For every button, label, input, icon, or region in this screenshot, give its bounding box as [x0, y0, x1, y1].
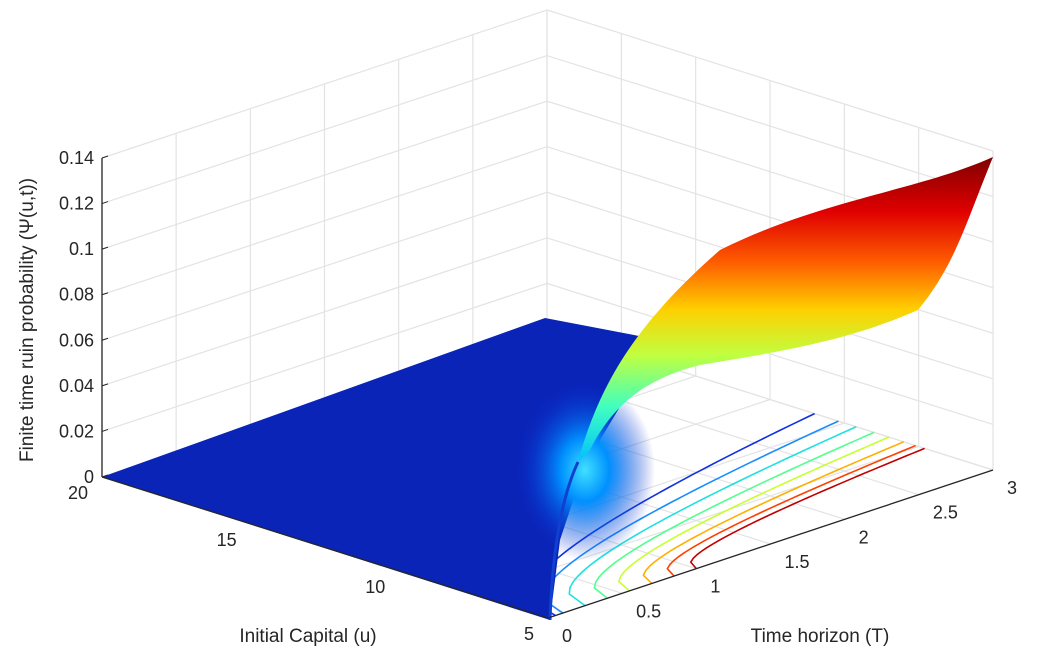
y-tick-label: 0.5 — [636, 601, 661, 621]
z-tick-mark — [101, 155, 109, 159]
surface-transition-glow — [515, 380, 655, 560]
contour-line — [642, 441, 905, 585]
contour-line — [593, 431, 875, 599]
axis-lines — [101, 158, 994, 619]
contour-line — [617, 436, 890, 592]
z-tick-label: 0.14 — [59, 148, 94, 168]
y-tick-label: 1.5 — [785, 552, 810, 572]
z-tick-mark — [101, 246, 109, 250]
y-axis-label: Time horizon (T) — [751, 626, 890, 647]
y-tick-label: 2.5 — [933, 503, 958, 523]
surface-rising-region — [578, 157, 993, 462]
tick-marks: 00.020.040.060.080.10.120.14510152000.51… — [59, 148, 1017, 646]
y-tick-label: 3 — [1007, 478, 1017, 498]
x-tick-label: 15 — [217, 530, 237, 550]
contour-line — [568, 426, 857, 607]
x-tick-label: 20 — [68, 483, 88, 503]
x-tick-label: 10 — [365, 577, 385, 597]
z-tick-mark — [101, 474, 109, 478]
z-axis-label: Finite time ruin probability (Ψ(u,t)) — [17, 178, 38, 462]
surface-flat-region — [102, 318, 660, 620]
z-tick-mark — [101, 383, 109, 387]
z-tick-mark — [101, 292, 109, 296]
contour-line — [543, 420, 839, 614]
z-tick-label: 0.06 — [59, 330, 94, 350]
z-tick-label: 0.1 — [69, 239, 94, 259]
z-tick-label: 0.12 — [59, 194, 94, 214]
y-tick-label: 1 — [710, 577, 720, 597]
surface-front-edge — [548, 461, 580, 621]
contour-line — [666, 444, 916, 577]
contour-line — [689, 447, 925, 570]
x-axis-label: Initial Capital (u) — [239, 626, 376, 647]
y-tick-label: 0 — [562, 626, 572, 646]
z-tick-mark — [101, 428, 109, 432]
y-tick-label: 2 — [859, 527, 869, 547]
z-tick-mark — [101, 201, 109, 205]
x-tick-label: 5 — [524, 624, 534, 644]
z-tick-mark — [101, 337, 109, 341]
z-tick-label: 0.08 — [59, 285, 94, 305]
z-tick-label: 0.02 — [59, 421, 94, 441]
z-tick-label: 0.04 — [59, 376, 94, 396]
z-tick-label: 0 — [84, 467, 94, 487]
